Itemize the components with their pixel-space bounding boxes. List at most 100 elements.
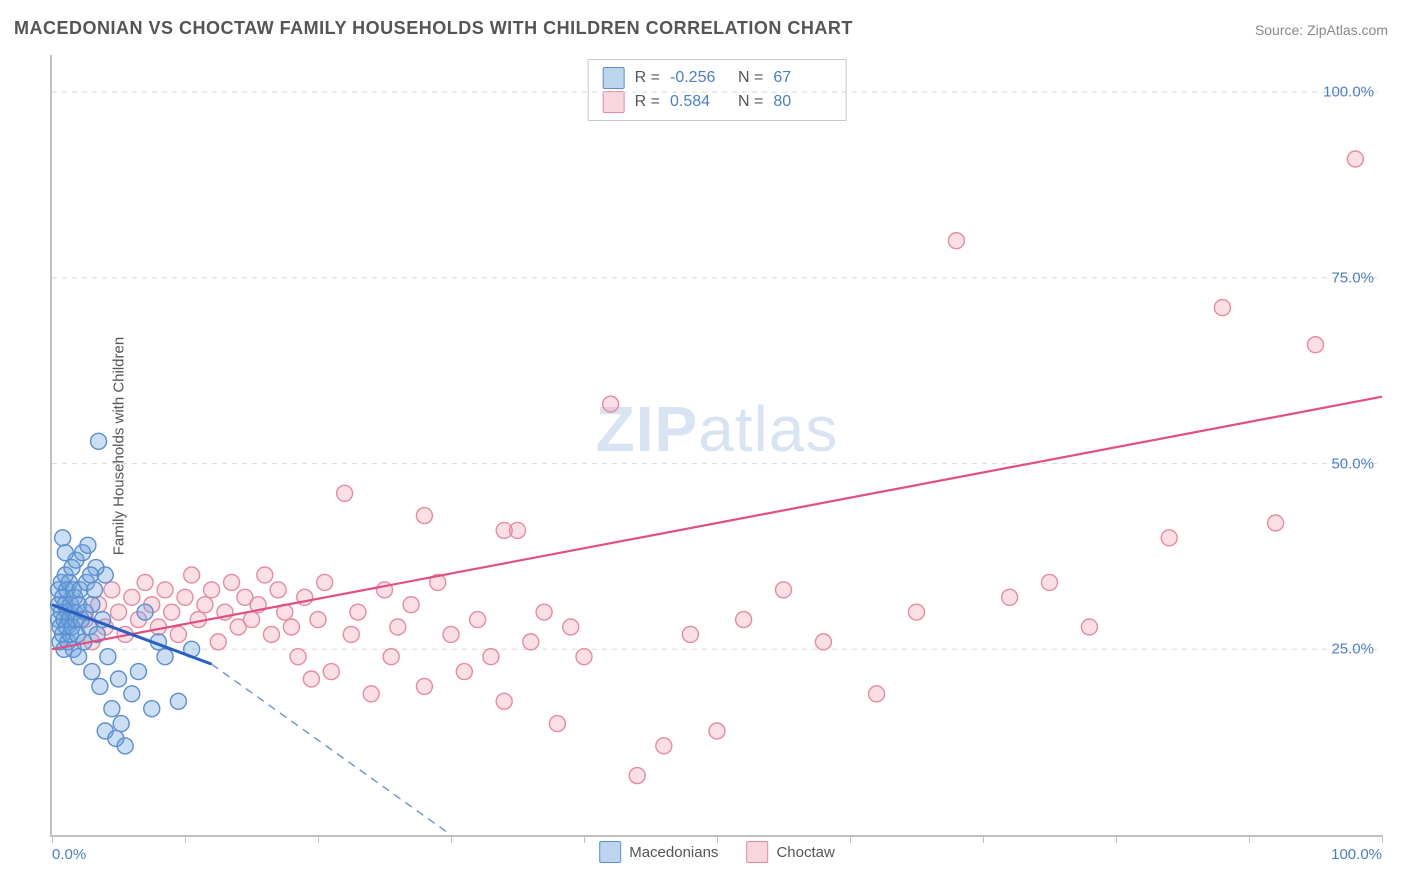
scatter-svg — [52, 55, 1382, 835]
data-point — [390, 619, 406, 635]
data-point — [496, 522, 512, 538]
data-point — [157, 649, 173, 665]
x-tick — [185, 835, 186, 843]
data-point — [337, 485, 353, 501]
data-point — [117, 738, 133, 754]
data-point — [1347, 151, 1363, 167]
data-point — [656, 738, 672, 754]
x-tick — [983, 835, 984, 843]
data-point — [470, 612, 486, 628]
data-point — [536, 604, 552, 620]
data-point — [130, 664, 146, 680]
data-point — [1081, 619, 1097, 635]
data-point — [383, 649, 399, 665]
data-point — [363, 686, 379, 702]
data-point — [483, 649, 499, 665]
legend-item-choctaw: Choctaw — [746, 841, 834, 863]
data-point — [709, 723, 725, 739]
data-point — [603, 396, 619, 412]
legend-label-choctaw: Choctaw — [776, 844, 834, 861]
data-point — [224, 574, 240, 590]
data-point — [170, 626, 186, 642]
data-point — [1002, 589, 1018, 605]
data-point — [948, 233, 964, 249]
data-point — [91, 433, 107, 449]
legend-label-macedonians: Macedonians — [629, 844, 718, 861]
data-point — [443, 626, 459, 642]
data-point — [100, 649, 116, 665]
data-point — [576, 649, 592, 665]
trend-line — [212, 664, 451, 835]
data-point — [303, 671, 319, 687]
data-point — [111, 671, 127, 687]
data-point — [270, 582, 286, 598]
source-link[interactable]: ZipAtlas.com — [1307, 22, 1388, 38]
data-point — [736, 612, 752, 628]
data-point — [1308, 337, 1324, 353]
x-tick — [584, 835, 585, 843]
data-point — [197, 597, 213, 613]
data-point — [563, 619, 579, 635]
x-axis-min-label: 0.0% — [52, 846, 86, 863]
x-tick — [318, 835, 319, 843]
data-point — [290, 649, 306, 665]
data-point — [416, 678, 432, 694]
data-point — [83, 567, 99, 583]
data-point — [104, 701, 120, 717]
x-tick — [1249, 835, 1250, 843]
data-point — [87, 582, 103, 598]
data-point — [124, 686, 140, 702]
data-point — [343, 626, 359, 642]
data-point — [177, 589, 193, 605]
data-point — [137, 604, 153, 620]
chart-title: MACEDONIAN VS CHOCTAW FAMILY HOUSEHOLDS … — [14, 18, 853, 39]
x-tick — [1382, 835, 1383, 843]
data-point — [84, 597, 100, 613]
data-point — [403, 597, 419, 613]
data-point — [1161, 530, 1177, 546]
swatch-macedonians-icon — [599, 841, 621, 863]
y-grid-label: 50.0% — [1331, 455, 1374, 472]
plot-area: ZIPatlas R = -0.256 N = 67 R = 0.584 N =… — [50, 55, 1382, 837]
data-point — [144, 701, 160, 717]
data-point — [416, 508, 432, 524]
data-point — [137, 574, 153, 590]
data-point — [157, 582, 173, 598]
data-point — [244, 612, 260, 628]
data-point — [1268, 515, 1284, 531]
data-point — [909, 604, 925, 620]
legend-item-macedonians: Macedonians — [599, 841, 718, 863]
data-point — [210, 634, 226, 650]
data-point — [323, 664, 339, 680]
data-point — [496, 693, 512, 709]
y-grid-label: 100.0% — [1323, 84, 1374, 101]
data-point — [1214, 300, 1230, 316]
data-point — [57, 545, 73, 561]
x-tick — [1116, 835, 1117, 843]
data-point — [263, 626, 279, 642]
data-point — [111, 604, 127, 620]
x-tick — [451, 835, 452, 843]
data-point — [170, 693, 186, 709]
data-point — [350, 604, 366, 620]
data-point — [456, 664, 472, 680]
data-point — [317, 574, 333, 590]
data-point — [629, 768, 645, 784]
data-point — [80, 537, 96, 553]
data-point — [113, 716, 129, 732]
data-point — [204, 582, 220, 598]
data-point — [549, 716, 565, 732]
data-point — [71, 649, 87, 665]
data-point — [523, 634, 539, 650]
data-point — [184, 567, 200, 583]
data-point — [104, 582, 120, 598]
data-point — [869, 686, 885, 702]
x-axis-max-label: 100.0% — [1331, 846, 1382, 863]
data-point — [310, 612, 326, 628]
source-attribution: Source: ZipAtlas.com — [1255, 22, 1388, 38]
data-point — [55, 530, 71, 546]
data-point — [815, 634, 831, 650]
series-legend: Macedonians Choctaw — [599, 841, 835, 863]
data-point — [682, 626, 698, 642]
data-point — [283, 619, 299, 635]
